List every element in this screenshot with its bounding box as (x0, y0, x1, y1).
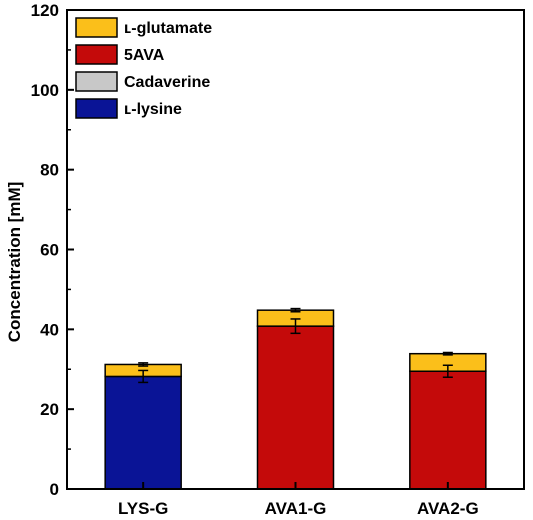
legend-swatch (75, 98, 118, 119)
y-tick-label: 0 (50, 480, 59, 499)
legend: ʟ-glutamate 5AVA Cadaverine ʟ-lysine (75, 17, 212, 119)
legend-swatch (75, 17, 118, 38)
bar-segment (104, 375, 182, 490)
y-axis: 0 20 40 60 80 100 120 (31, 1, 74, 499)
y-tick-label: 40 (40, 320, 59, 339)
y-tick-label: 60 (40, 241, 59, 260)
bar-segment (409, 370, 487, 490)
legend-swatch (75, 44, 118, 65)
x-tick-label: AVA1-G (265, 499, 327, 518)
legend-label: 5AVA (124, 47, 165, 64)
y-tick-label: 100 (31, 81, 59, 100)
y-axis-title: Concentration [mM] (5, 182, 24, 343)
legend-swatch (75, 71, 118, 92)
y-tick-label: 20 (40, 400, 59, 419)
y-tick-label: 80 (40, 161, 59, 180)
legend-label: ʟ-lysine (124, 101, 182, 118)
legend-label: Cadaverine (124, 74, 210, 91)
x-axis: LYS-G AVA1-G AVA2-G (118, 482, 479, 518)
bar-segment (256, 325, 335, 490)
y-tick-label: 120 (31, 1, 59, 20)
legend-label: ʟ-glutamate (124, 20, 212, 37)
x-tick-label: AVA2-G (417, 499, 479, 518)
bars-layer (104, 309, 487, 490)
error-bars-layer (138, 307, 453, 384)
x-tick-label: LYS-G (118, 499, 168, 518)
